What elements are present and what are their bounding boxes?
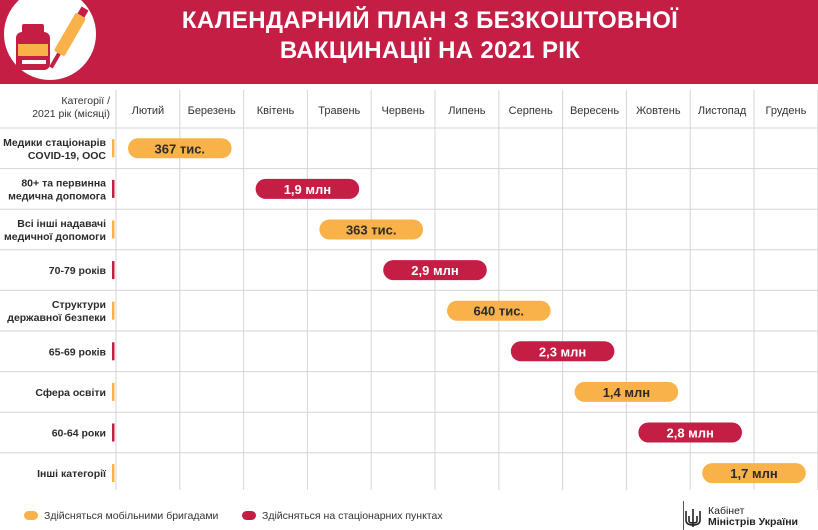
category-label: Всі інші надавачі bbox=[17, 218, 106, 230]
bar-value-label: 1,4 млн bbox=[603, 385, 650, 400]
category-marker bbox=[112, 261, 115, 280]
category-label: Медики стаціонарів bbox=[3, 137, 106, 149]
category-label: Структури bbox=[52, 299, 106, 311]
legend-mobile-swatch bbox=[24, 510, 38, 520]
category-label: 65-69 років bbox=[49, 346, 107, 358]
header-banner: КАЛЕНДАРНИЙ ПЛАН З БЕЗКОШТОВНОЇ ВАКЦИНАЦ… bbox=[0, 0, 818, 84]
category-marker bbox=[112, 464, 115, 483]
corner-label: Категорії / bbox=[61, 95, 110, 107]
month-label: Липень bbox=[448, 105, 486, 117]
category-label: Сфера освіти bbox=[35, 387, 106, 399]
month-label: Вересень bbox=[570, 105, 619, 117]
legend-mobile-label: Здійсняться мобільними бригадами bbox=[44, 510, 219, 522]
category-label: Інші категорії bbox=[37, 468, 107, 480]
gantt-bar bbox=[510, 341, 615, 362]
category-marker bbox=[112, 179, 115, 198]
month-label: Березень bbox=[188, 105, 236, 117]
bar-value-label: 2,9 млн bbox=[411, 263, 458, 278]
category-marker bbox=[112, 423, 115, 442]
org-name: Кабінет Міністрів України bbox=[708, 506, 798, 528]
page-title: КАЛЕНДАРНИЙ ПЛАН З БЕЗКОШТОВНОЇ ВАКЦИНАЦ… bbox=[120, 6, 740, 66]
category-label: 80+ та первинна bbox=[21, 177, 106, 189]
month-label: Серпень bbox=[509, 105, 553, 117]
gantt-chart: Категорії /2021 рік (місяці) Лютий Березен… bbox=[0, 90, 818, 490]
category-label: медична допомога bbox=[8, 190, 106, 202]
trident-icon bbox=[685, 509, 701, 527]
bar-value-label: 2,8 млн bbox=[666, 426, 713, 441]
footer-divider bbox=[683, 501, 684, 530]
category-label: 70-79 років bbox=[49, 265, 107, 277]
category-marker bbox=[112, 382, 115, 401]
bar-value-label: 1,7 млн bbox=[730, 466, 777, 481]
corner-label: 2021 рік (місяці) bbox=[32, 108, 110, 120]
title-line-1: КАЛЕНДАРНИЙ ПЛАН З БЕЗКОШТОВНОЇ bbox=[181, 7, 679, 34]
category-label: медичної допомоги bbox=[4, 231, 106, 243]
bar-value-label: 367 тис. bbox=[155, 141, 206, 156]
month-label: Червень bbox=[381, 105, 424, 117]
month-label: Травень bbox=[318, 105, 360, 117]
legend-stationary-swatch bbox=[242, 510, 256, 520]
legend-mobile: Здійсняться мобільними бригадами bbox=[24, 510, 218, 522]
vaccine-icon bbox=[4, 0, 96, 80]
legend-stationary-label: Здійсняться на стаціонарних пунктах bbox=[262, 510, 443, 522]
category-label: державної безпеки bbox=[7, 312, 106, 324]
gantt-bar bbox=[638, 422, 742, 443]
category-marker bbox=[112, 220, 115, 239]
org-line-2: Міністрів України bbox=[708, 516, 798, 528]
gantt-bar bbox=[383, 260, 487, 281]
gantt-bar bbox=[447, 300, 551, 321]
gantt-bar bbox=[702, 463, 806, 484]
legend-stationary: Здійсняться на стаціонарних пунктах bbox=[242, 510, 443, 522]
title-line-2: ВАКЦИНАЦІЇ НА 2021 РІК bbox=[279, 37, 581, 64]
gantt-bar bbox=[574, 381, 679, 402]
month-label: Жовтень bbox=[636, 105, 681, 117]
category-label: COVID-19, ООС bbox=[28, 150, 107, 162]
category-marker bbox=[112, 139, 115, 158]
gantt-bar bbox=[128, 138, 232, 159]
bar-value-label: 363 тис. bbox=[346, 223, 397, 238]
gantt-bar bbox=[319, 219, 423, 240]
org-line-1: Кабінет bbox=[708, 505, 745, 517]
month-label: Лютий bbox=[132, 105, 165, 117]
month-label: Квітень bbox=[257, 105, 295, 117]
category-label: 60-64 роки bbox=[52, 428, 106, 440]
category-marker bbox=[112, 301, 115, 320]
month-label: Грудень bbox=[765, 105, 806, 117]
category-marker bbox=[112, 342, 115, 361]
bar-value-label: 2,3 млн bbox=[539, 344, 586, 359]
bar-value-label: 1,9 млн bbox=[284, 182, 331, 197]
month-label: Листопад bbox=[698, 105, 747, 117]
bar-value-label: 640 тис. bbox=[474, 304, 525, 319]
gantt-bar bbox=[255, 178, 360, 199]
